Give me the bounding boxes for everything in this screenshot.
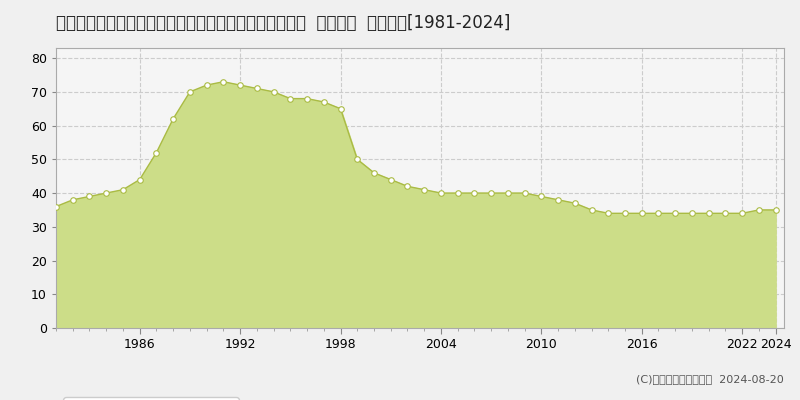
Text: (C)土地価格ドットコム  2024-08-20: (C)土地価格ドットコム 2024-08-20 bbox=[636, 374, 784, 384]
Text: 東京都西多摩郡瑞穂町大字箱根ケ崎字宿東２３６５番４  地価公示  地価推移[1981-2024]: 東京都西多摩郡瑞穂町大字箱根ケ崎字宿東２３６５番４ 地価公示 地価推移[1981… bbox=[56, 14, 510, 32]
Legend: 地価公示 平均坪単価(万円/坪): 地価公示 平均坪単価(万円/坪) bbox=[63, 397, 239, 400]
